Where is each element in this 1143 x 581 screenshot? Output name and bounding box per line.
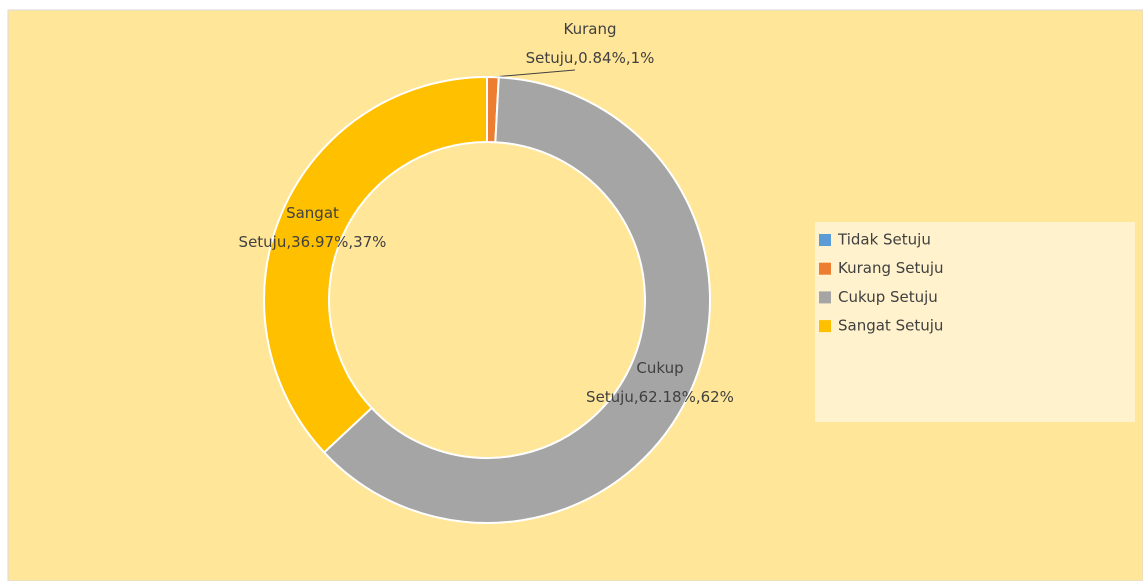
donut-slice — [263, 75, 488, 454]
data-label-head: Sangat — [286, 204, 339, 222]
legend-swatch — [819, 262, 831, 275]
legend-label: Sangat Setuju — [838, 317, 943, 335]
data-label-text: Kurang Setuju,0.84%,1% — [525, 20, 655, 67]
data-label-head: Cukup — [636, 359, 684, 377]
legend-box — [815, 222, 1135, 422]
data-label-text: Setuju,36.97%,37% — [238, 233, 387, 251]
leader-line — [492, 69, 576, 78]
legend-swatch — [819, 320, 831, 333]
legend-label: Tidak Setuju — [837, 231, 931, 249]
data-label-text: Setuju,62.18%,62% — [586, 388, 734, 406]
data-label: Sangat Setuju,36.97%,37% — [210, 199, 415, 257]
data-label: Kurang Setuju,0.84%,1% — [520, 15, 660, 73]
legend-label: Kurang Setuju — [838, 259, 944, 277]
legend-swatch — [819, 234, 831, 246]
legend-swatch — [819, 291, 831, 304]
donut-slice — [322, 76, 711, 524]
legend-label: Cukup Setuju — [838, 288, 938, 306]
data-label: Cukup Setuju,62.18%,62% — [560, 354, 760, 412]
